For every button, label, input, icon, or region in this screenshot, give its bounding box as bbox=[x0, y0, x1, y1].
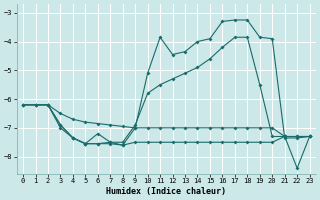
X-axis label: Humidex (Indice chaleur): Humidex (Indice chaleur) bbox=[106, 187, 226, 196]
